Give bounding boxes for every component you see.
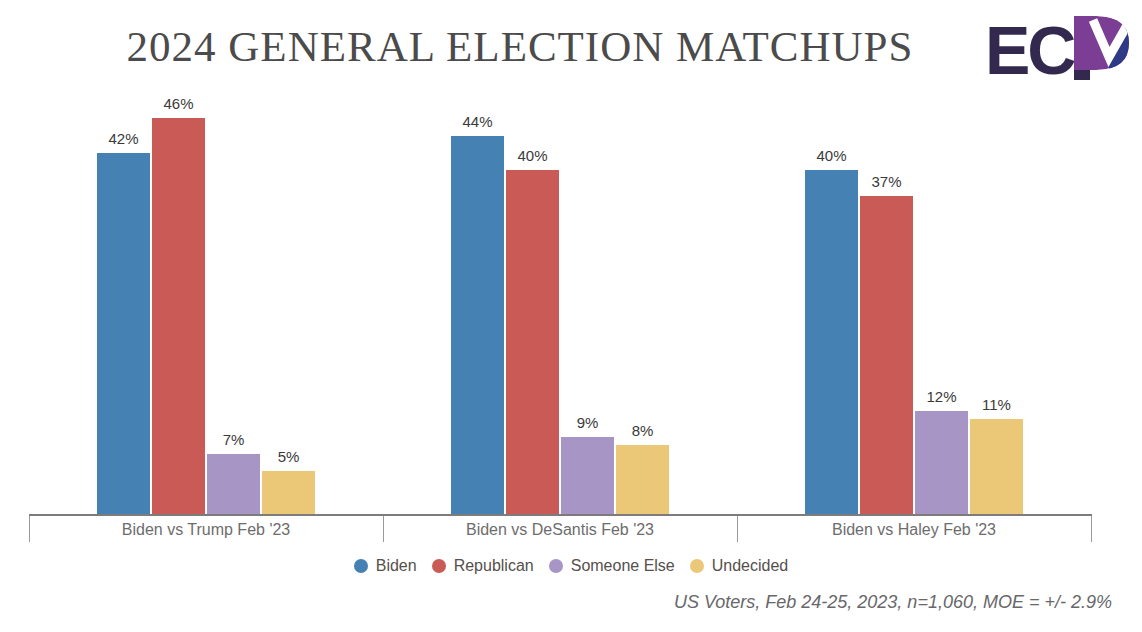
bar-undecided-0: 5% [262, 471, 315, 514]
bar-republican-0: 46% [152, 118, 205, 514]
category-label-row: Biden vs Trump Feb '23Biden vs DeSantis … [29, 521, 1091, 539]
bar-value-label: 42% [108, 130, 138, 147]
bar-value-label: 12% [926, 388, 956, 405]
bar-someone-else-2: 12% [915, 411, 968, 514]
legend-swatch-biden [354, 559, 368, 573]
bar-undecided-2: 11% [970, 419, 1023, 514]
footnote: US Voters, Feb 24-25, 2023, n=1,060, MOE… [674, 592, 1112, 613]
legend-label: Someone Else [571, 557, 675, 575]
bar-republican-1: 40% [506, 170, 559, 514]
legend-label: Biden [376, 557, 417, 575]
bar-value-label: 46% [163, 95, 193, 112]
category-label-biden-vs-haley-feb-23: Biden vs Haley Feb '23 [737, 521, 1091, 539]
bar-value-label: 7% [223, 431, 245, 448]
bar-biden-1: 44% [451, 136, 504, 514]
bar-someone-else-1: 9% [561, 437, 614, 514]
bar-someone-else-0: 7% [207, 454, 260, 514]
bar-value-label: 11% [982, 396, 1011, 413]
bar-value-label: 40% [816, 147, 846, 164]
bar-value-label: 9% [577, 414, 599, 431]
bar-group-biden-vs-desantis-feb-23: 44%40%9%8% [383, 84, 737, 514]
legend: Biden Republican Someone Else Undecided [0, 557, 1142, 575]
legend-swatch-republican [432, 559, 446, 573]
legend-item-someone-else: Someone Else [549, 557, 675, 575]
bar-group-biden-vs-trump-feb-23: 42%46%7%5% [29, 84, 383, 514]
legend-label: Republican [454, 557, 534, 575]
bar-biden-0: 42% [97, 153, 150, 514]
chart-page: 2024 GENERAL ELECTION MATCHUPS EC 42%46%… [0, 0, 1142, 632]
logo-letter-p [1074, 12, 1130, 84]
legend-item-biden: Biden [354, 557, 417, 575]
page-title: 2024 GENERAL ELECTION MATCHUPS [0, 22, 1040, 71]
legend-item-undecided: Undecided [690, 557, 789, 575]
category-label-biden-vs-desantis-feb-23: Biden vs DeSantis Feb '23 [383, 521, 737, 539]
bar-undecided-1: 8% [616, 445, 669, 514]
bar-value-label: 37% [871, 173, 901, 190]
bar-value-label: 5% [278, 448, 300, 465]
bar-republican-2: 37% [860, 196, 913, 514]
bar-group-biden-vs-haley-feb-23: 40%37%12%11% [737, 84, 1091, 514]
ecp-logo: EC [988, 12, 1130, 84]
axis-tick [1091, 516, 1092, 542]
logo-letters-ec: EC [988, 12, 1075, 84]
bar-biden-2: 40% [805, 170, 858, 514]
legend-label: Undecided [712, 557, 789, 575]
bar-value-label: 44% [462, 113, 492, 130]
legend-swatch-someone-else [549, 559, 563, 573]
bar-value-label: 40% [517, 147, 547, 164]
category-label-biden-vs-trump-feb-23: Biden vs Trump Feb '23 [29, 521, 383, 539]
bar-value-label: 8% [632, 422, 654, 439]
plot-area: 42%46%7%5%44%40%9%8%40%37%12%11% [29, 84, 1091, 514]
legend-item-republican: Republican [432, 557, 534, 575]
x-axis-line [29, 514, 1092, 516]
legend-swatch-undecided [690, 559, 704, 573]
